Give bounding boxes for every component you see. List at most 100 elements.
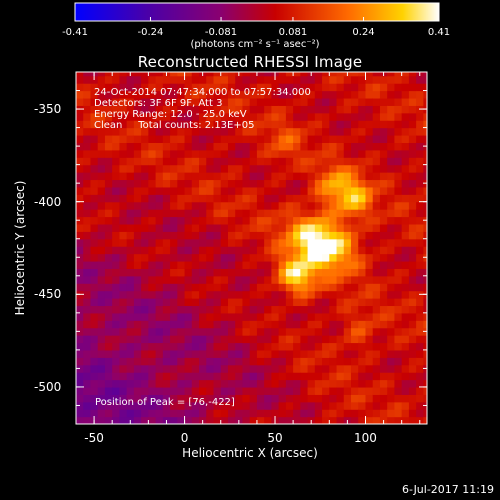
heatmap-cell: [220, 83, 229, 92]
heatmap-cell: [206, 120, 215, 129]
heatmap-cell: [191, 283, 200, 292]
heatmap-cell: [256, 216, 265, 225]
heatmap-cell: [300, 394, 309, 403]
heatmap-cell: [104, 120, 113, 129]
detectors: Detectors: 3F 6F 9F, Att 3: [94, 98, 223, 109]
heatmap-cell: [220, 379, 229, 388]
heatmap-cell: [83, 379, 92, 388]
heatmap-cell: [314, 179, 323, 188]
heatmap-cell: [329, 349, 338, 358]
heatmap-cell: [285, 372, 294, 381]
heatmap-cell: [155, 260, 164, 269]
heatmap-cell: [307, 364, 316, 373]
heatmap-cell: [76, 83, 84, 92]
heatmap-cell: [256, 372, 265, 381]
heatmap-cell: [293, 134, 301, 143]
heatmap-cell: [285, 97, 294, 106]
heatmap-cell: [351, 75, 359, 84]
heatmap-cell: [242, 157, 251, 166]
heatmap-cell: [199, 268, 207, 277]
heatmap-cell: [220, 401, 229, 410]
heatmap-cell: [264, 90, 272, 99]
heatmap-cell: [416, 112, 424, 121]
heatmap-cell: [343, 305, 352, 314]
heatmap-cell: [213, 216, 222, 225]
heatmap-cell: [307, 172, 316, 181]
heatmap-cell: [351, 372, 359, 381]
heatmap-cell: [343, 372, 352, 381]
heatmap-cell: [307, 401, 316, 410]
heatmap-cell: [170, 364, 178, 373]
heatmap-cell: [365, 142, 374, 151]
heatmap-cell: [126, 238, 135, 247]
heatmap-cell: [162, 372, 171, 381]
heatmap-cell: [379, 312, 388, 321]
heatmap-cell: [322, 134, 330, 143]
heatmap-cell: [227, 142, 236, 151]
heatmap-cell: [191, 216, 200, 225]
heatmap-cell: [97, 120, 106, 129]
heatmap-cell: [112, 357, 121, 366]
heatmap-cell: [83, 268, 92, 277]
heatmap-cell: [365, 127, 374, 136]
heatmap-cell: [199, 209, 207, 218]
heatmap-cell: [177, 72, 186, 77]
heatmap-cell: [379, 298, 388, 307]
heatmap-cell: [365, 409, 374, 418]
heatmap-cell: [148, 283, 157, 292]
heatmap-cell: [90, 112, 99, 121]
heatmap-cell: [408, 97, 417, 106]
heatmap-cell: [293, 305, 301, 314]
heatmap-cell: [423, 238, 427, 247]
heatmap-cell: [394, 97, 403, 106]
heatmap-cell: [90, 379, 99, 388]
heatmap-cell: [242, 357, 251, 366]
heatmap-cell: [322, 142, 330, 151]
heatmap-cell: [126, 401, 135, 410]
heatmap-cell: [119, 253, 128, 262]
heatmap-cell: [162, 335, 171, 344]
heatmap-cell: [372, 216, 381, 225]
heatmap-cell: [401, 320, 410, 329]
heatmap-cell: [155, 186, 164, 195]
heatmap-cell: [329, 157, 338, 166]
heatmap-cell: [133, 134, 142, 143]
heatmap-cell: [90, 246, 99, 255]
heatmap-cell: [271, 97, 280, 106]
heatmap-cell: [293, 342, 301, 351]
heatmap-cell: [191, 179, 200, 188]
heatmap-cell: [227, 401, 236, 410]
heatmap-cell: [314, 342, 323, 351]
heatmap-cell: [343, 209, 352, 218]
heatmap-cell: [177, 327, 186, 336]
heatmap-cell: [242, 75, 251, 84]
heatmap-cell: [351, 209, 359, 218]
heatmap-cell: [256, 194, 265, 203]
heatmap-cell: [148, 186, 157, 195]
heatmap-cell: [148, 364, 157, 373]
heatmap-cell: [256, 97, 265, 106]
heatmap-cell: [83, 401, 92, 410]
heatmap-cell: [372, 298, 381, 307]
heatmap-cell: [126, 201, 135, 210]
heatmap-cell: [264, 179, 272, 188]
heatmap-cell: [358, 312, 367, 321]
heatmap-cell: [162, 238, 171, 247]
heatmap-cell: [322, 223, 330, 232]
heatmap-cell: [322, 320, 330, 329]
heatmap-cell: [162, 379, 171, 388]
heatmap-cell: [394, 194, 403, 203]
heatmap-cell: [271, 342, 280, 351]
heatmap-cell: [358, 305, 367, 314]
heatmap-cell: [199, 298, 207, 307]
heatmap-cell: [126, 283, 135, 292]
heatmap-cell: [343, 97, 352, 106]
heatmap-cell: [170, 201, 178, 210]
heatmap-cell: [271, 142, 280, 151]
heatmap-cell: [285, 349, 294, 358]
heatmap-cell: [177, 90, 186, 99]
heatmap-cell: [285, 401, 294, 410]
heatmap-cell: [351, 275, 359, 284]
heatmap-cell: [155, 164, 164, 173]
heatmap-cell: [271, 372, 280, 381]
